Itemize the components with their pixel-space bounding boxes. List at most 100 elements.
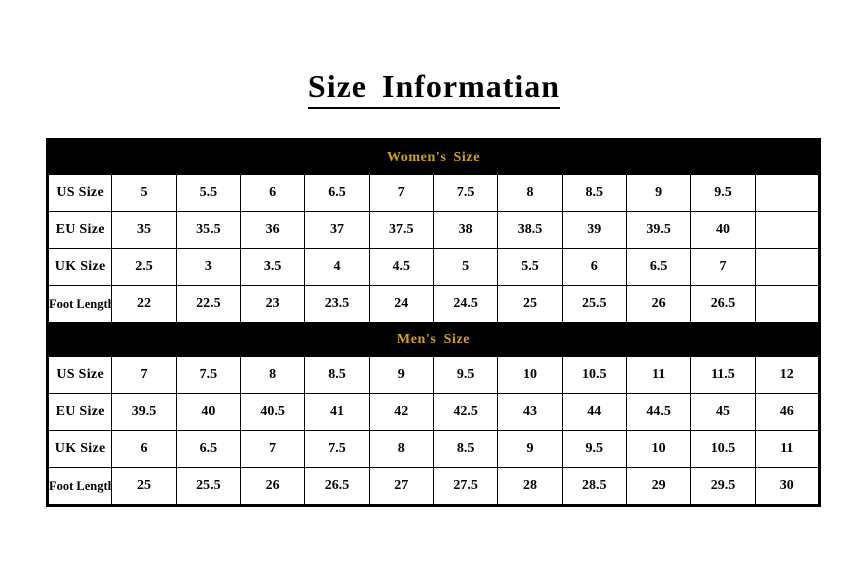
table-cell: 4 — [304, 248, 370, 286]
table-cell: 10 — [497, 356, 563, 394]
table-cell: 7.5 — [304, 430, 370, 468]
table-cell: 11.5 — [690, 356, 756, 394]
table-row: Foot Length(cm)2525.52626.52727.52828.52… — [46, 467, 821, 506]
page-title: Size Informatian — [307, 68, 561, 109]
table-cell: 7 — [690, 248, 756, 286]
table-cell: 39.5 — [625, 211, 692, 249]
table-cell: 8 — [368, 430, 434, 468]
table-cell: 9.5 — [690, 174, 756, 212]
table-cell: 42 — [368, 393, 434, 431]
table-cell: 5.5 — [175, 174, 241, 212]
table-cell: 9 — [625, 174, 692, 212]
table-cell: 22 — [111, 285, 177, 323]
table-cell: 4.5 — [368, 248, 434, 286]
table-cell-empty — [754, 248, 821, 286]
table-cell: 40 — [175, 393, 241, 431]
table-cell: 6.5 — [304, 174, 370, 212]
table-cell-empty — [754, 285, 821, 323]
table-cell: 36 — [239, 211, 306, 249]
table-cell: 2.5 — [111, 248, 177, 286]
table-row: US Size 7 7.5 8 8.5 9 9.5 10 10.5 11 11.5 12 — [46, 356, 821, 394]
table-cell: 10.5 — [561, 356, 627, 394]
table-cell: 45 — [690, 393, 756, 431]
table-cell: 8.5 — [561, 174, 627, 212]
table-cell: 6 — [111, 430, 177, 468]
table-cell: 7 — [239, 430, 306, 468]
table-cell: 10 — [625, 430, 692, 468]
table-row: UK Size 6 6.5 7 7.5 8 8.5 9 9.5 10 10.5 11 — [46, 430, 821, 468]
table-cell: 23 — [239, 285, 306, 323]
table-cell: 28.5 — [561, 467, 627, 506]
table-cell: 26 — [625, 285, 692, 323]
table-cell: 3 — [175, 248, 241, 286]
section-header-row: Men's Size — [47, 322, 820, 357]
table-cell: 37.5 — [368, 211, 434, 249]
table-cell: 39 — [561, 211, 627, 249]
size-table-body: Women's Size US Size 5 5.5 6 6.5 7 7.5 8 8.5 9 9.5 E… — [46, 139, 821, 506]
table-cell: 9 — [497, 430, 563, 468]
table-cell: 25.5 — [561, 285, 627, 323]
table-cell: 9.5 — [432, 356, 499, 394]
table-cell: 6 — [239, 174, 306, 212]
table-cell: 41 — [304, 393, 370, 431]
size-table-container: Women's Size US Size 5 5.5 6 6.5 7 7.5 8 8.5 9 9.5 E… — [46, 138, 821, 507]
size-table: Women's Size US Size 5 5.5 6 6.5 7 7.5 8 8.5 9 9.5 E… — [46, 138, 821, 507]
table-cell: 25.5 — [175, 467, 241, 506]
table-cell: 7 — [368, 174, 434, 212]
table-cell: 10.5 — [690, 430, 756, 468]
table-cell: 39.5 — [111, 393, 177, 431]
table-cell: 37 — [304, 211, 370, 249]
table-cell: 24.5 — [432, 285, 499, 323]
table-cell: 8 — [239, 356, 306, 394]
row-label: UK Size — [46, 248, 113, 286]
section-header-label: Women's Size — [47, 139, 820, 175]
table-cell: 9.5 — [561, 430, 627, 468]
table-cell: 9 — [368, 356, 434, 394]
table-cell: 7 — [111, 356, 177, 394]
table-cell: 40.5 — [239, 393, 306, 431]
table-cell: 22.5 — [175, 285, 241, 323]
page-title-container: Size Informatian — [0, 68, 868, 109]
row-label: UK Size — [46, 430, 113, 468]
table-cell: 43 — [497, 393, 563, 431]
section-header-label: Men's Size — [47, 322, 820, 357]
table-cell: 46 — [754, 393, 821, 431]
table-cell: 30 — [754, 467, 821, 506]
row-label: US Size — [46, 174, 113, 212]
table-cell: 40 — [690, 211, 756, 249]
table-cell: 3.5 — [239, 248, 306, 286]
table-cell: 24 — [368, 285, 434, 323]
table-cell: 8 — [497, 174, 563, 212]
table-cell: 38 — [432, 211, 499, 249]
table-cell: 6.5 — [175, 430, 241, 468]
table-cell: 44 — [561, 393, 627, 431]
table-cell: 35 — [111, 211, 177, 249]
table-cell: 35.5 — [175, 211, 241, 249]
table-cell: 11 — [754, 430, 821, 468]
table-cell-empty — [754, 174, 821, 212]
table-cell: 28 — [497, 467, 563, 506]
table-cell: 5.5 — [497, 248, 563, 286]
table-cell: 12 — [754, 356, 821, 394]
table-cell: 5 — [432, 248, 499, 286]
table-row: EU Size 35 35.5 36 37 37.5 38 38.5 39 39.5 40 — [46, 211, 821, 249]
table-cell: 27.5 — [432, 467, 499, 506]
table-cell: 26.5 — [690, 285, 756, 323]
row-label: EU Size — [46, 393, 113, 431]
row-label: EU Size — [46, 211, 113, 249]
table-cell: 23.5 — [304, 285, 370, 323]
table-cell: 25 — [497, 285, 563, 323]
table-cell: 6 — [561, 248, 627, 286]
table-cell: 26.5 — [304, 467, 370, 506]
table-cell: 42.5 — [432, 393, 499, 431]
table-cell: 8.5 — [304, 356, 370, 394]
table-row: US Size 5 5.5 6 6.5 7 7.5 8 8.5 9 9.5 — [46, 174, 821, 212]
table-cell: 7.5 — [432, 174, 499, 212]
table-cell: 6.5 — [625, 248, 692, 286]
table-cell: 38.5 — [497, 211, 563, 249]
row-label: US Size — [46, 356, 113, 394]
table-cell: 25 — [111, 467, 177, 506]
table-cell-empty — [754, 211, 821, 249]
table-cell: 7.5 — [175, 356, 241, 394]
